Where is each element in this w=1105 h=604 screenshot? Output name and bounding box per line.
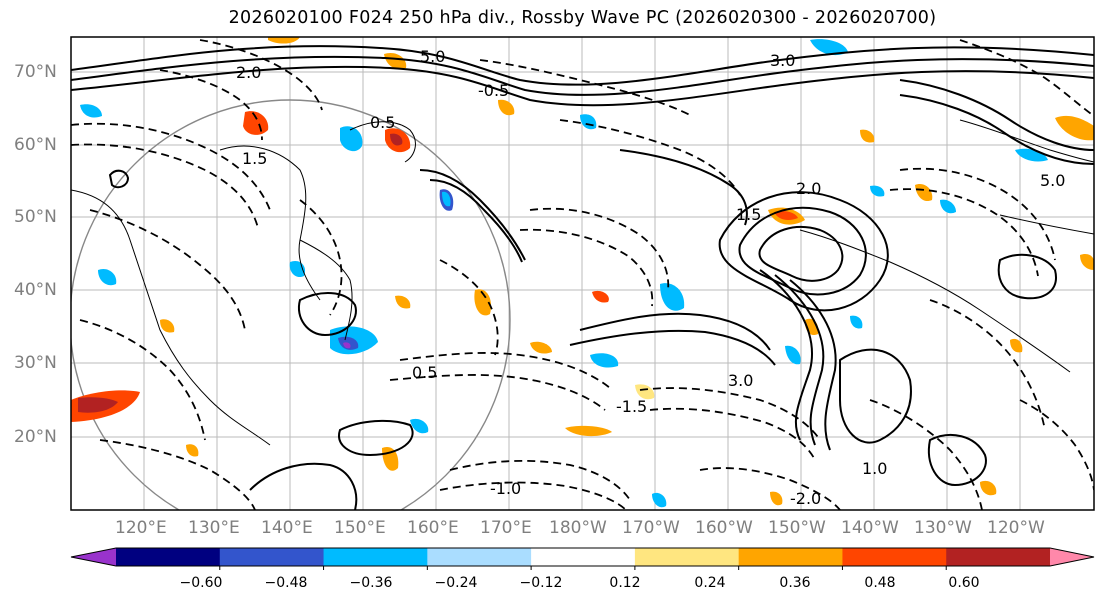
colorbar-tick-label: −0.12: [519, 575, 563, 591]
colorbar-segment: [323, 548, 428, 566]
negative-contours: [71, 39, 1094, 510]
colorbar-segment: [634, 548, 740, 566]
colorbar-tick-label: −0.36: [349, 575, 393, 591]
contour-label: 0.5: [370, 113, 395, 132]
lon-label: 130°W: [914, 518, 972, 538]
contour-label: 5.0: [1040, 171, 1065, 190]
map-panel: 5.0 3.0 2.0 0.5 -0.5 1.5 -1.5 2.0 1.0 -1…: [70, 36, 1095, 511]
colorbar-tick-label: −0.48: [264, 575, 308, 591]
colorbar-segment: [842, 548, 947, 566]
contour-label: 2.0: [236, 63, 261, 82]
contour-label: -2.0: [790, 489, 821, 508]
lat-label: 60°N: [14, 135, 57, 155]
contour-label: 0.5: [412, 363, 437, 382]
coastlines: [71, 119, 1094, 446]
lat-label: 40°N: [14, 280, 57, 300]
lon-label: 180°W: [549, 518, 607, 538]
lon-label: 160°E: [407, 518, 459, 538]
lon-label: 160°W: [695, 518, 753, 538]
contour-label: -0.5: [478, 81, 509, 100]
contour-labels: 5.0 3.0 2.0 0.5 -0.5 1.5 -1.5 2.0 1.0 -1…: [236, 47, 1065, 508]
contour-label: 3.0: [770, 51, 795, 70]
colorbar-segment: [219, 548, 325, 566]
contour-label: 2.0: [796, 179, 821, 198]
colorbar-tick-label: 0.24: [694, 575, 726, 591]
colorbar-outline: [70, 547, 1095, 567]
contour-label: 1.0: [862, 459, 887, 478]
lat-label: 30°N: [14, 353, 57, 373]
lon-label: 120°W: [987, 518, 1045, 538]
lon-label: 170°E: [480, 518, 532, 538]
colorbar-segment: [946, 548, 1051, 566]
map-title: 2026020100 F024 250 hPa div., Rossby Wav…: [228, 8, 937, 28]
contour-label: 1.5: [736, 205, 761, 224]
colorbar-max-extension: [1050, 548, 1094, 566]
colorbar-segment: [738, 548, 843, 566]
lon-label: 140°E: [261, 518, 313, 538]
divergence-shading: [71, 37, 1094, 508]
lat-label: 50°N: [14, 207, 57, 227]
colorbar: [70, 547, 1095, 570]
colorbar-segment: [116, 548, 221, 566]
map-frame: [70, 36, 1095, 511]
colorbar-tick-label: 0.36: [779, 575, 811, 591]
contour-label: 1.5: [242, 149, 267, 168]
lon-label: 170°W: [622, 518, 680, 538]
lon-label: 150°W: [768, 518, 826, 538]
positive-contours: [71, 45, 1094, 510]
lat-label: 70°N: [14, 62, 57, 82]
lon-label: 150°E: [334, 518, 386, 538]
highlight-circle: [71, 99, 511, 510]
contour-label: -1.0: [490, 479, 521, 498]
contour-label: -1.5: [616, 397, 647, 416]
lon-label: 120°E: [115, 518, 167, 538]
colorbar-segment: [531, 548, 636, 566]
colorbar-min-extension: [71, 548, 116, 566]
colorbar-tick-label: 0.48: [864, 575, 896, 591]
contour-label: 3.0: [728, 371, 753, 390]
colorbar-tick-label: −0.60: [179, 575, 223, 591]
colorbar-tick-label: 0.12: [609, 575, 641, 591]
colorbar-tick-label: 0.60: [948, 575, 980, 591]
colorbar-tick-label: −0.24: [434, 575, 478, 591]
lon-label: 130°E: [188, 518, 240, 538]
contour-label: 5.0: [420, 47, 445, 66]
lon-label: 140°W: [841, 518, 899, 538]
lat-label: 20°N: [14, 427, 57, 447]
colorbar-segment: [427, 548, 532, 566]
